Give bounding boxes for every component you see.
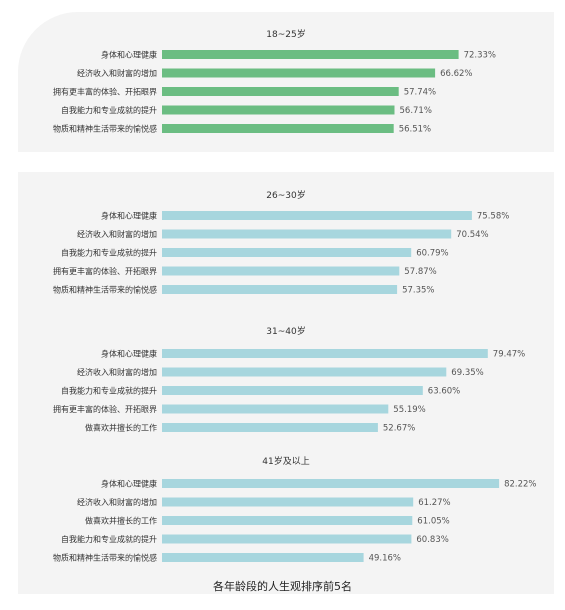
category-label: 身体和心理健康 (101, 50, 157, 60)
bar (162, 87, 399, 96)
chart-title: 18~25岁 (266, 28, 305, 40)
bar (162, 367, 447, 377)
value-label: 57.35% (402, 286, 434, 296)
bar (162, 386, 423, 395)
bar (162, 50, 459, 59)
value-label: 63.60% (428, 387, 460, 397)
bar (162, 68, 436, 78)
chart-title: 41岁及以上 (262, 455, 309, 467)
category-label: 物质和精神生活带来的愉悦感 (53, 124, 157, 134)
category-label: 身体和心理健康 (101, 479, 157, 489)
bar (162, 404, 389, 414)
bar (162, 285, 398, 294)
bar (162, 349, 488, 358)
bar (162, 229, 452, 239)
category-label: 物质和精神生活带来的愉悦感 (53, 285, 157, 295)
category-label: 自我能力和专业成就的提升 (61, 248, 157, 258)
value-label: 69.35% (451, 368, 483, 378)
category-label: 拥有更丰富的体验、开拓眼界 (53, 266, 157, 276)
category-label: 做喜欢并擅长的工作 (85, 423, 157, 433)
value-label: 49.16% (369, 554, 401, 564)
category-label: 拥有更丰富的体验、开拓眼界 (53, 87, 157, 97)
bar (162, 423, 378, 432)
bar (162, 534, 412, 544)
category-label: 身体和心理健康 (101, 349, 157, 359)
chart-title: 31~40岁 (266, 325, 305, 337)
bar (162, 248, 412, 257)
value-label: 70.54% (456, 230, 488, 240)
value-label: 72.33% (464, 51, 496, 61)
chart-title: 26~30岁 (266, 189, 305, 201)
category-label: 自我能力和专业成就的提升 (61, 386, 157, 396)
bar (162, 497, 414, 507)
category-label: 自我能力和专业成就的提升 (61, 534, 157, 544)
category-label: 做喜欢并擅长的工作 (85, 516, 157, 526)
bar (162, 105, 395, 115)
value-label: 82.22% (504, 480, 536, 490)
category-label: 自我能力和专业成就的提升 (61, 105, 157, 115)
value-label: 52.67% (383, 424, 415, 434)
value-label: 66.62% (440, 69, 472, 79)
bar (162, 479, 500, 488)
value-label: 56.51% (399, 125, 431, 135)
figure-caption: 各年龄段的人生观排序前5名 (213, 580, 352, 593)
category-label: 经济收入和财富的增加 (77, 367, 157, 377)
category-label: 拥有更丰富的体验、开拓眼界 (53, 404, 157, 414)
bar (162, 516, 413, 525)
category-label: 经济收入和财富的增加 (77, 497, 157, 507)
bar (162, 124, 394, 133)
value-label: 79.47% (493, 350, 525, 360)
category-label: 身体和心理健康 (101, 211, 157, 221)
value-label: 75.58% (477, 212, 509, 222)
value-label: 56.71% (400, 106, 432, 116)
value-label: 57.87% (404, 267, 436, 277)
value-label: 61.05% (417, 517, 449, 527)
value-label: 61.27% (418, 498, 450, 508)
bar (162, 266, 400, 276)
category-label: 经济收入和财富的增加 (77, 229, 157, 239)
value-label: 60.79% (416, 249, 448, 259)
bar (162, 211, 472, 220)
category-label: 经济收入和财富的增加 (77, 68, 157, 78)
category-label: 物质和精神生活带来的愉悦感 (53, 553, 157, 563)
value-label: 57.74% (404, 88, 436, 98)
value-label: 55.19% (393, 405, 425, 415)
value-label: 60.83% (416, 535, 448, 545)
bar (162, 553, 364, 562)
